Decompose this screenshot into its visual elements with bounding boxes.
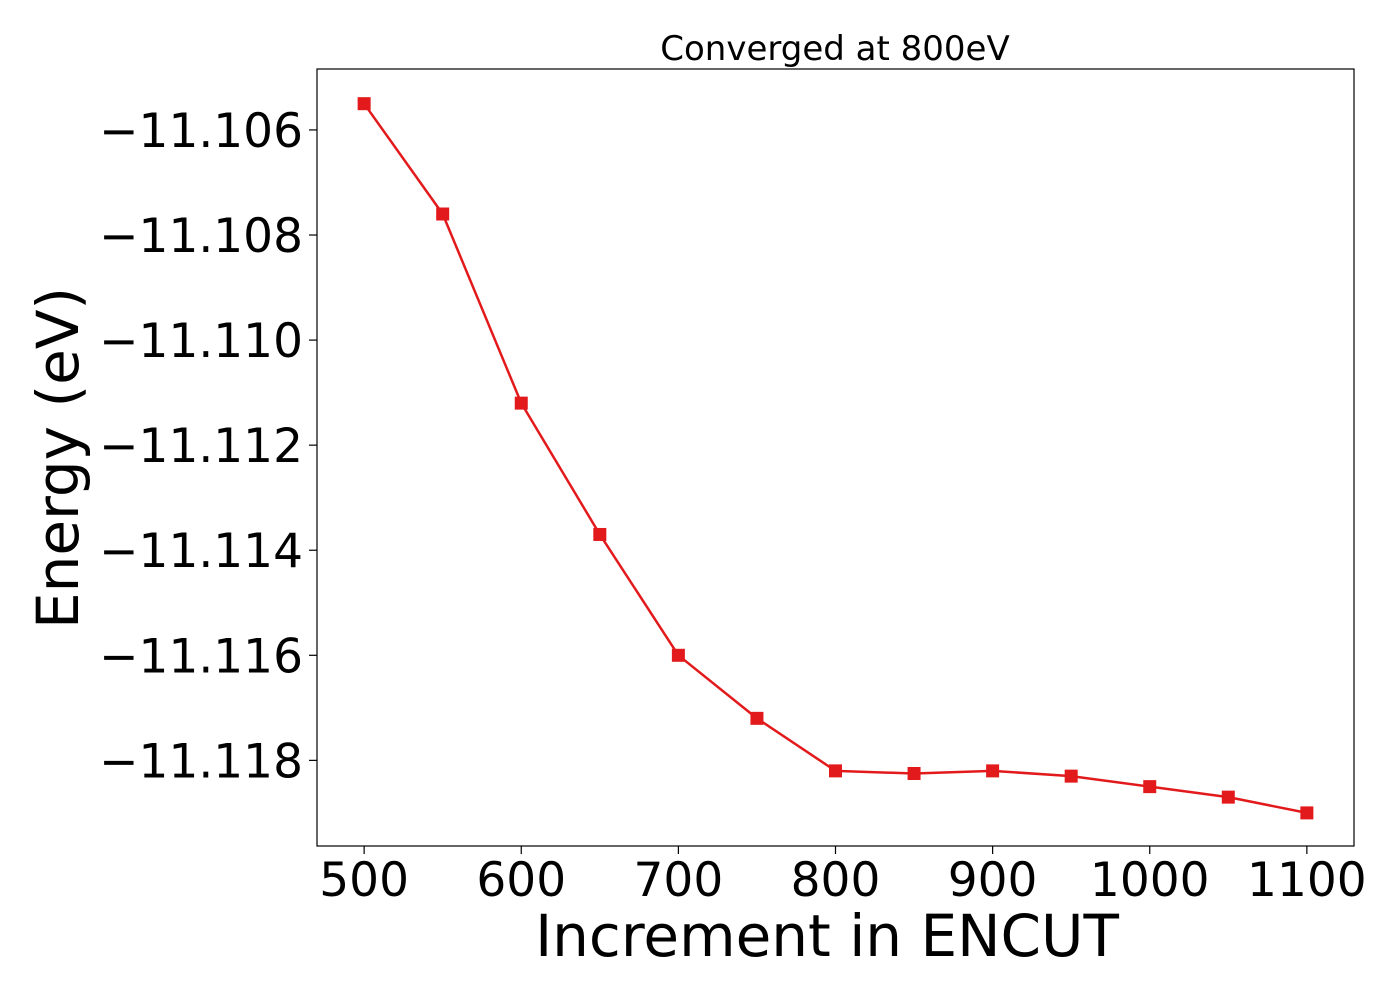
data-point-marker <box>671 648 685 662</box>
data-point-marker <box>986 764 1000 778</box>
y-axis-label: Energy (eV) <box>24 287 92 629</box>
data-point-marker <box>593 527 607 541</box>
x-tick-label: 800 <box>791 853 881 908</box>
y-tick-label: −11.114 <box>99 524 303 579</box>
x-axis-label: Increment in ENCUT <box>535 902 1119 970</box>
x-tick-label: 700 <box>634 853 724 908</box>
data-point-marker <box>1143 780 1157 794</box>
data-point-marker <box>1221 790 1235 804</box>
x-tick-label: 500 <box>319 853 409 908</box>
data-point-marker <box>829 764 842 778</box>
plot-area: 500 600 700 800 900 1000 1100 −11.106 −11.108 −11… <box>99 97 1367 908</box>
data-point-marker <box>1300 806 1314 820</box>
y-tick-label: −11.108 <box>99 209 303 264</box>
data-point-marker <box>514 396 528 410</box>
y-tick-label: −11.112 <box>99 419 303 474</box>
x-tick-label: 600 <box>476 853 566 908</box>
x-tick-label: 1100 <box>1247 853 1367 908</box>
plot-frame <box>316 68 1355 847</box>
chart-title: Converged at 800eV <box>660 29 1009 69</box>
data-point-marker <box>907 767 921 781</box>
y-tick-label: −11.116 <box>99 629 303 684</box>
data-point-marker <box>357 97 371 111</box>
y-tick-label: −11.118 <box>99 734 303 789</box>
data-point-marker <box>1064 769 1078 783</box>
y-tick-label: −11.106 <box>99 104 303 159</box>
data-point-marker <box>436 207 450 221</box>
x-tick-label: 900 <box>948 853 1038 908</box>
y-tick-label: −11.110 <box>99 314 303 369</box>
data-point-marker <box>750 711 764 725</box>
x-tick-label: 1000 <box>1090 853 1210 908</box>
